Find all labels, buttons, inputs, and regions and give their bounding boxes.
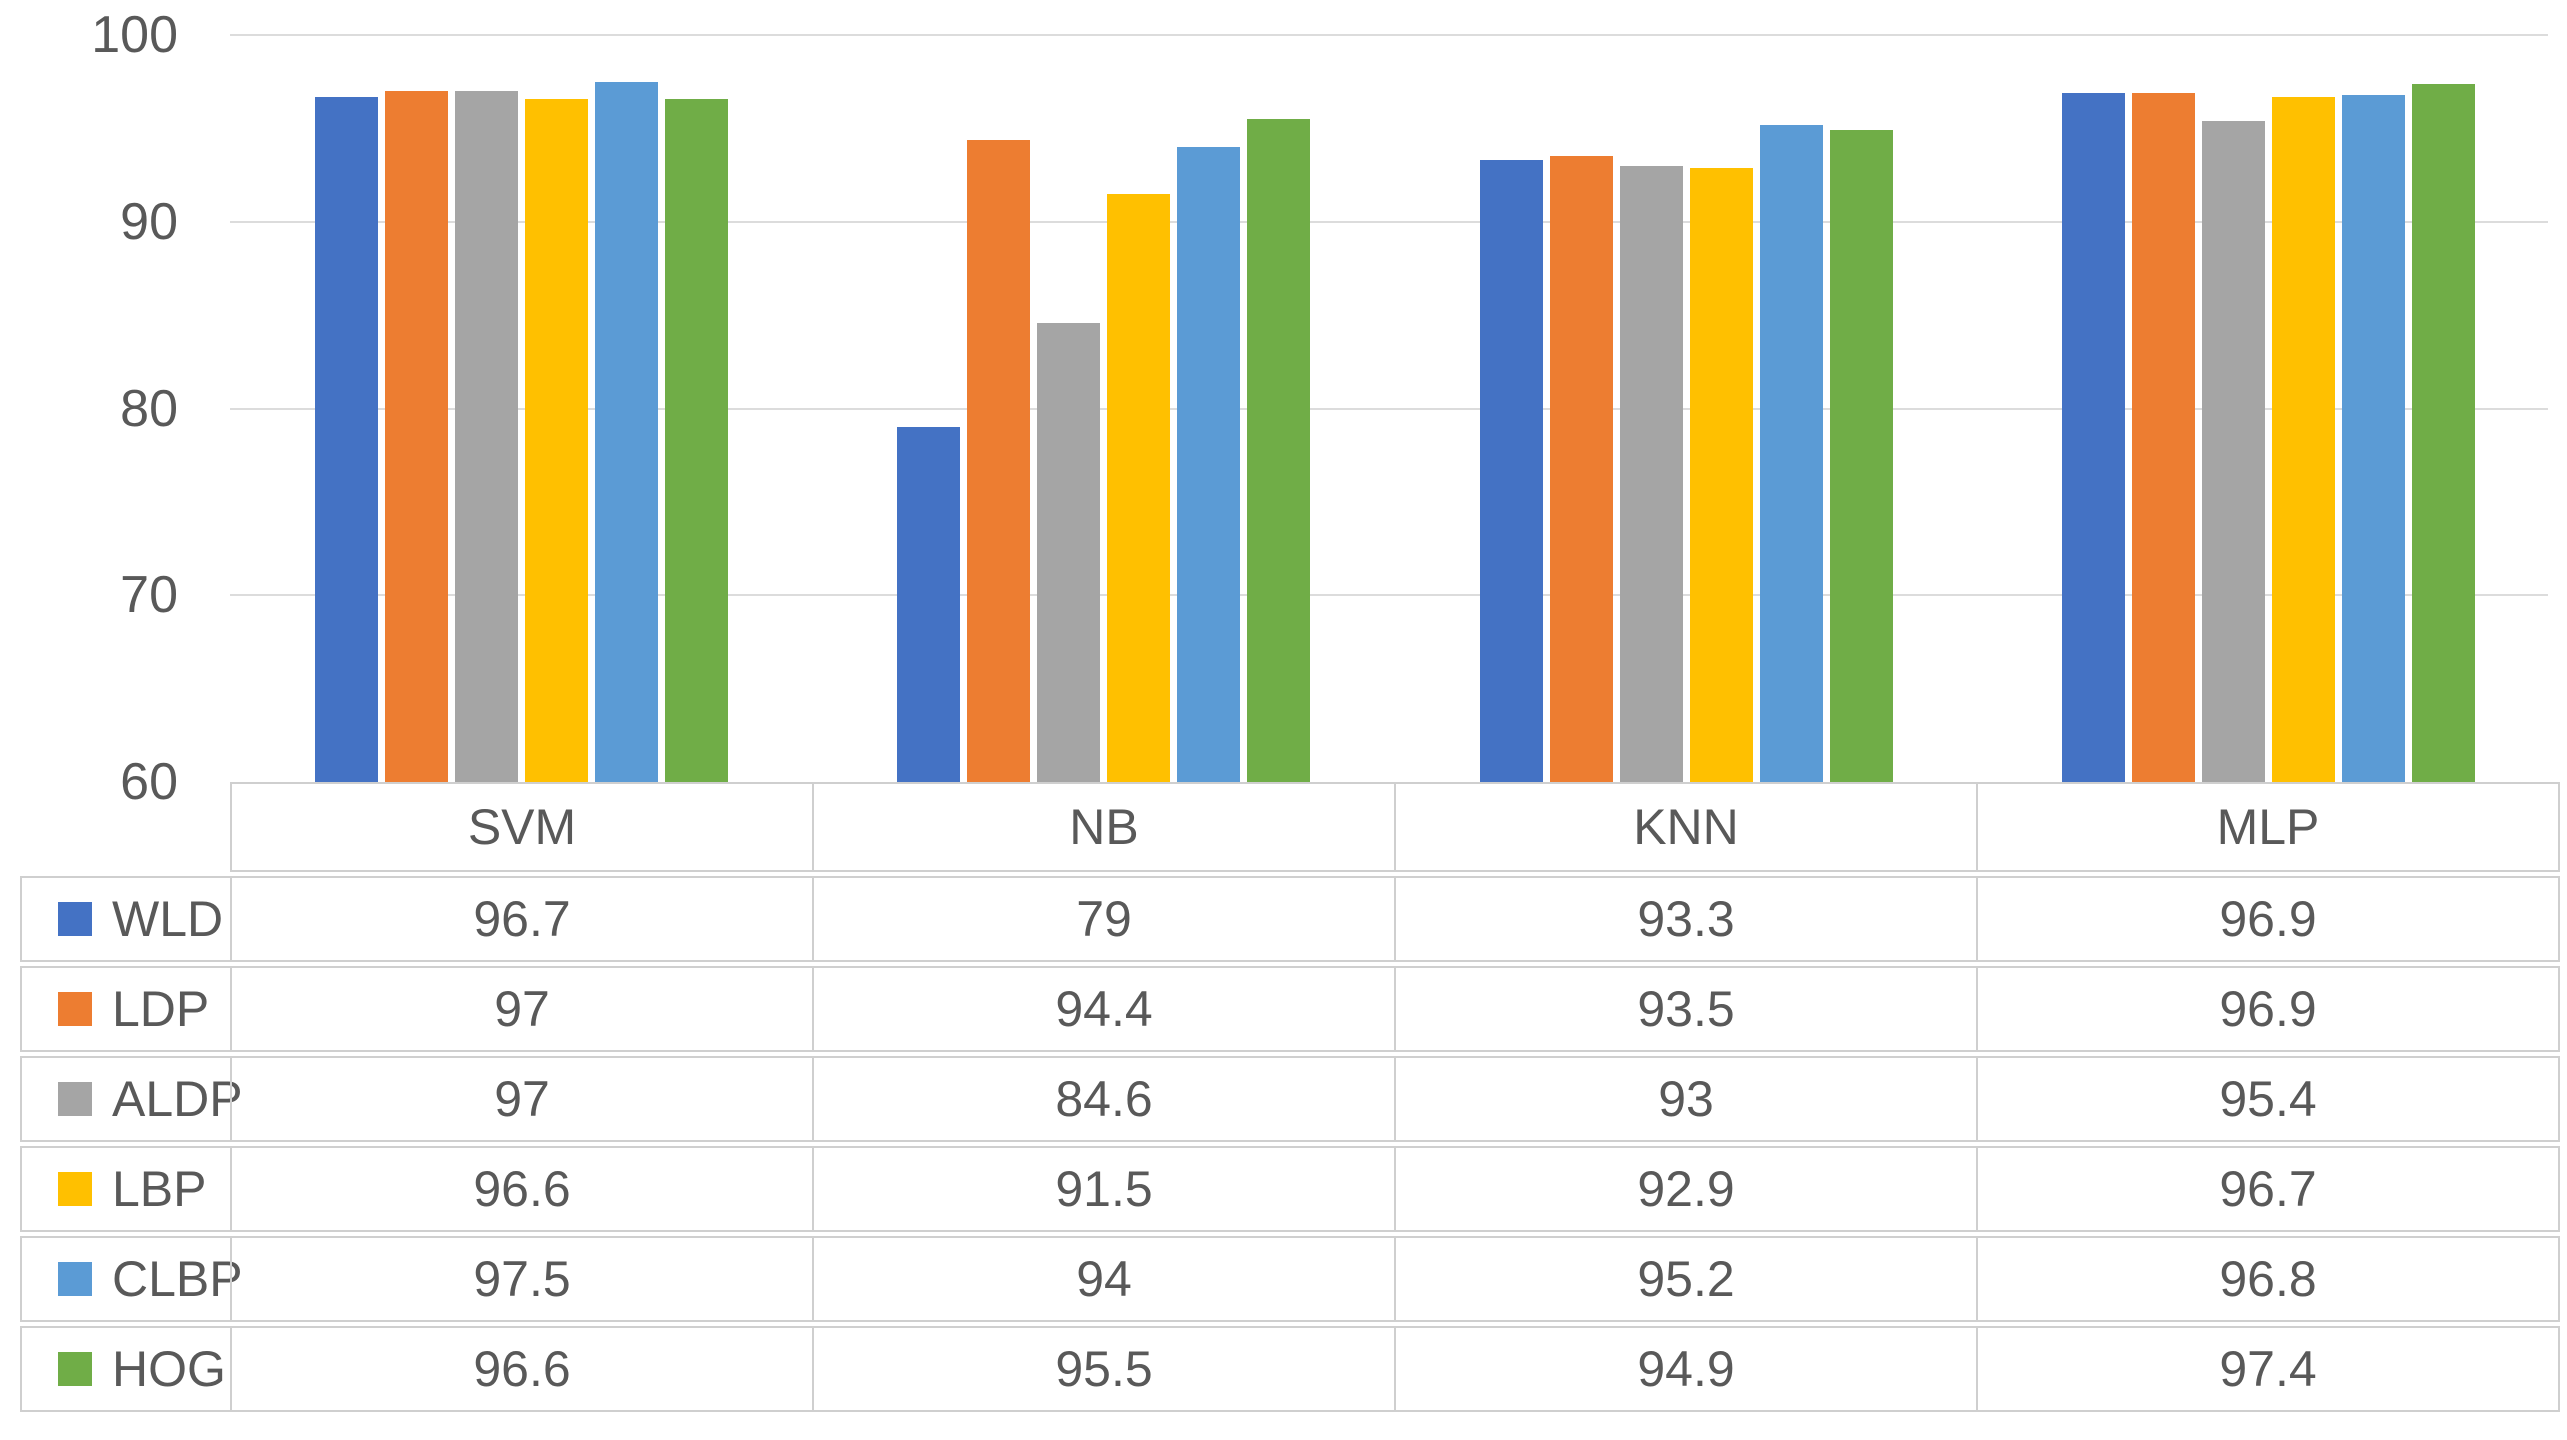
legend-swatch-icon xyxy=(58,902,92,936)
cell-clbp-mlp: 96.8 xyxy=(1976,1238,2558,1320)
gridline xyxy=(230,594,2548,597)
bar-ldp-mlp xyxy=(2132,92,2196,782)
table-row-hog: HOG 96.6 95.5 94.9 97.4 xyxy=(20,1326,2560,1412)
legend-swatch-icon xyxy=(58,1172,92,1206)
cell-aldp-knn: 93 xyxy=(1394,1058,1976,1140)
legend-label: LDP xyxy=(112,981,210,1037)
cell-wld-mlp: 96.9 xyxy=(1976,878,2558,960)
legend-cell-clbp: CLBP xyxy=(22,1238,243,1320)
cell-hog-mlp: 97.4 xyxy=(1976,1328,2558,1410)
legend-label: ALDP xyxy=(112,1071,243,1127)
legend-swatch-icon xyxy=(58,1082,92,1116)
bar-aldp-mlp xyxy=(2202,120,2266,782)
y-axis-tick-label: 60 xyxy=(120,753,178,811)
cell-wld-svm: 96.7 xyxy=(230,878,812,960)
bar-group-knn xyxy=(1479,35,1893,782)
bar-ldp-svm xyxy=(384,91,448,782)
bar-lbp-nb xyxy=(1107,193,1171,782)
legend-cell-lbp: LBP xyxy=(22,1148,230,1230)
legend-cell-wld: WLD xyxy=(22,878,230,960)
cell-hog-nb: 95.5 xyxy=(812,1328,1394,1410)
legend-label: WLD xyxy=(112,891,224,947)
legend-label: HOG xyxy=(112,1341,226,1397)
bar-wld-mlp xyxy=(2062,92,2126,782)
bar-ldp-nb xyxy=(967,139,1031,782)
column-header-mlp: MLP xyxy=(1976,784,2558,870)
bar-hog-mlp xyxy=(2412,83,2476,782)
y-axis-tick-label: 100 xyxy=(91,6,178,64)
table-row-clbp: CLBP 97.5 94 95.2 96.8 xyxy=(20,1236,2560,1322)
bar-clbp-mlp xyxy=(2342,94,2406,782)
cell-hog-knn: 94.9 xyxy=(1394,1328,1976,1410)
legend-swatch-icon xyxy=(58,1352,92,1386)
gridline xyxy=(230,34,2548,36)
bar-wld-knn xyxy=(1479,160,1543,782)
table-header-row: SVM NB KNN MLP xyxy=(230,782,2560,872)
cell-ldp-mlp: 96.9 xyxy=(1976,968,2558,1050)
bar-aldp-knn xyxy=(1619,165,1683,782)
legend-cell-hog: HOG xyxy=(22,1328,230,1410)
table-row-aldp: ALDP 97 84.6 93 95.4 xyxy=(20,1056,2560,1142)
cell-ldp-nb: 94.4 xyxy=(812,968,1394,1050)
cell-wld-nb: 79 xyxy=(812,878,1394,960)
cell-ldp-svm: 97 xyxy=(230,968,812,1050)
column-header-nb: NB xyxy=(812,784,1394,870)
data-table: SVM NB KNN MLP WLD 96.7 79 93.3 96.9 LDP 97 94.4 93.… xyxy=(20,782,2560,1412)
bar-group-nb xyxy=(897,35,1311,782)
bar-clbp-knn xyxy=(1759,124,1823,782)
table-row-ldp: LDP 97 94.4 93.5 96.9 xyxy=(20,966,2560,1052)
cell-clbp-knn: 95.2 xyxy=(1394,1238,1976,1320)
bar-aldp-svm xyxy=(454,91,518,782)
y-axis-tick-label: 80 xyxy=(120,379,178,438)
cell-ldp-knn: 93.5 xyxy=(1394,968,1976,1050)
bar-wld-nb xyxy=(897,427,961,782)
bar-clbp-nb xyxy=(1177,147,1241,782)
bar-hog-knn xyxy=(1829,130,1893,782)
cell-aldp-svm: 97 xyxy=(230,1058,812,1140)
bar-hog-nb xyxy=(1247,119,1311,782)
bar-lbp-mlp xyxy=(2272,96,2336,782)
y-axis-tick-label: 70 xyxy=(120,566,178,625)
gridline xyxy=(230,220,2548,223)
cell-aldp-mlp: 95.4 xyxy=(1976,1058,2558,1140)
bar-hog-svm xyxy=(664,98,728,782)
cell-lbp-nb: 91.5 xyxy=(812,1148,1394,1230)
legend-swatch-icon xyxy=(58,1262,92,1296)
bar-lbp-svm xyxy=(524,98,588,782)
bar-ldp-knn xyxy=(1549,156,1613,782)
table-row-lbp: LBP 96.6 91.5 92.9 96.7 xyxy=(20,1146,2560,1232)
legend-label: CLBP xyxy=(112,1251,243,1307)
cell-lbp-knn: 92.9 xyxy=(1394,1148,1976,1230)
y-axis-tick-label: 90 xyxy=(120,192,178,251)
bar-wld-svm xyxy=(314,96,378,782)
column-header-knn: KNN xyxy=(1394,784,1976,870)
legend-swatch-icon xyxy=(58,992,92,1026)
cell-wld-knn: 93.3 xyxy=(1394,878,1976,960)
cell-lbp-svm: 96.6 xyxy=(230,1148,812,1230)
gridline xyxy=(230,407,2548,410)
bar-group-svm xyxy=(314,35,728,782)
cell-aldp-nb: 84.6 xyxy=(812,1058,1394,1140)
legend-label: LBP xyxy=(112,1161,207,1217)
cell-lbp-mlp: 96.7 xyxy=(1976,1148,2558,1230)
cell-clbp-nb: 94 xyxy=(812,1238,1394,1320)
bar-group-mlp xyxy=(2062,35,2476,782)
cell-hog-svm: 96.6 xyxy=(230,1328,812,1410)
table-row-wld: WLD 96.7 79 93.3 96.9 xyxy=(20,876,2560,962)
column-header-svm: SVM xyxy=(467,799,577,855)
bar-clbp-svm xyxy=(594,81,658,782)
bar-aldp-nb xyxy=(1037,322,1101,782)
legend-cell-ldp: LDP xyxy=(22,968,230,1050)
cell-clbp-svm: 97.5 xyxy=(230,1238,812,1320)
bar-lbp-knn xyxy=(1689,167,1753,782)
legend-cell-aldp: ALDP xyxy=(22,1058,243,1140)
